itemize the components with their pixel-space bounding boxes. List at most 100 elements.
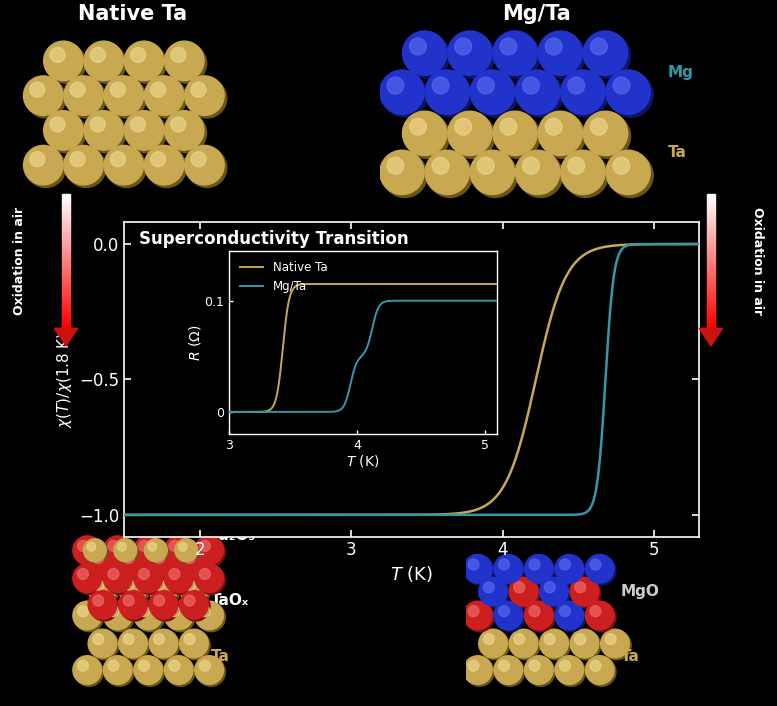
- Circle shape: [73, 656, 102, 684]
- Circle shape: [85, 540, 108, 563]
- Circle shape: [64, 145, 103, 185]
- Circle shape: [500, 119, 517, 135]
- Circle shape: [541, 34, 585, 78]
- Circle shape: [151, 631, 179, 659]
- Circle shape: [149, 629, 178, 658]
- Circle shape: [165, 41, 204, 80]
- Circle shape: [587, 657, 616, 686]
- Circle shape: [584, 31, 628, 76]
- Circle shape: [557, 603, 585, 632]
- Circle shape: [50, 47, 65, 62]
- Circle shape: [124, 595, 134, 606]
- Circle shape: [166, 657, 195, 686]
- Circle shape: [154, 579, 165, 590]
- Circle shape: [87, 542, 96, 551]
- Circle shape: [432, 157, 449, 174]
- Circle shape: [197, 566, 225, 594]
- Circle shape: [197, 603, 225, 632]
- Circle shape: [494, 601, 523, 630]
- Circle shape: [78, 568, 89, 580]
- Circle shape: [511, 579, 540, 608]
- Circle shape: [185, 145, 224, 185]
- Circle shape: [146, 540, 169, 563]
- Circle shape: [149, 548, 178, 577]
- Circle shape: [195, 656, 224, 684]
- Circle shape: [555, 656, 584, 684]
- Text: Oxidation in air: Oxidation in air: [13, 207, 26, 316]
- Circle shape: [585, 656, 614, 684]
- Circle shape: [154, 595, 165, 606]
- Circle shape: [465, 603, 494, 632]
- Circle shape: [119, 629, 148, 658]
- Text: Ta: Ta: [621, 650, 640, 664]
- Circle shape: [568, 77, 584, 94]
- Circle shape: [103, 564, 132, 592]
- Circle shape: [383, 153, 427, 198]
- Circle shape: [602, 631, 631, 659]
- Circle shape: [138, 568, 149, 580]
- Circle shape: [538, 112, 583, 155]
- Circle shape: [468, 660, 479, 671]
- Circle shape: [145, 539, 167, 562]
- Circle shape: [105, 657, 134, 686]
- Circle shape: [120, 550, 149, 579]
- Circle shape: [169, 606, 179, 616]
- Circle shape: [406, 114, 450, 158]
- Circle shape: [78, 606, 89, 616]
- Circle shape: [559, 660, 570, 671]
- Circle shape: [524, 656, 553, 684]
- Circle shape: [499, 660, 510, 671]
- Circle shape: [402, 112, 447, 155]
- Circle shape: [166, 538, 195, 566]
- Circle shape: [184, 634, 195, 645]
- Circle shape: [200, 541, 211, 551]
- Circle shape: [138, 541, 149, 551]
- Circle shape: [44, 111, 83, 150]
- Circle shape: [572, 631, 601, 659]
- Circle shape: [175, 539, 198, 562]
- Circle shape: [104, 145, 144, 185]
- Circle shape: [108, 606, 119, 616]
- Circle shape: [561, 150, 605, 195]
- Circle shape: [134, 564, 162, 592]
- Circle shape: [387, 157, 404, 174]
- Circle shape: [92, 553, 103, 563]
- Circle shape: [179, 575, 208, 604]
- Circle shape: [179, 548, 208, 577]
- Circle shape: [523, 77, 539, 94]
- Circle shape: [514, 634, 524, 645]
- Circle shape: [451, 34, 495, 78]
- Circle shape: [136, 566, 165, 594]
- Circle shape: [451, 114, 495, 158]
- Circle shape: [613, 157, 630, 174]
- Circle shape: [154, 553, 165, 563]
- Circle shape: [120, 631, 149, 659]
- Circle shape: [575, 582, 586, 593]
- Circle shape: [182, 592, 210, 621]
- Circle shape: [103, 536, 132, 565]
- Circle shape: [500, 38, 517, 55]
- Circle shape: [151, 577, 179, 605]
- Circle shape: [134, 656, 162, 684]
- Circle shape: [544, 634, 556, 645]
- Circle shape: [473, 153, 517, 198]
- Circle shape: [66, 148, 106, 188]
- Circle shape: [151, 550, 179, 579]
- Circle shape: [591, 38, 608, 55]
- Circle shape: [110, 82, 125, 97]
- Circle shape: [195, 536, 224, 565]
- Circle shape: [523, 157, 539, 174]
- Circle shape: [119, 575, 148, 604]
- Y-axis label: $\chi(\mathit{T})/\chi$(1.8 K): $\chi(\mathit{T})/\chi$(1.8 K): [54, 331, 74, 428]
- Circle shape: [30, 152, 45, 167]
- Circle shape: [606, 150, 650, 195]
- Circle shape: [570, 578, 599, 606]
- Circle shape: [555, 554, 584, 583]
- Circle shape: [200, 606, 211, 616]
- Circle shape: [572, 579, 601, 608]
- Circle shape: [483, 582, 494, 593]
- Circle shape: [529, 559, 540, 570]
- Circle shape: [75, 538, 103, 566]
- Circle shape: [165, 656, 193, 684]
- Circle shape: [127, 44, 166, 83]
